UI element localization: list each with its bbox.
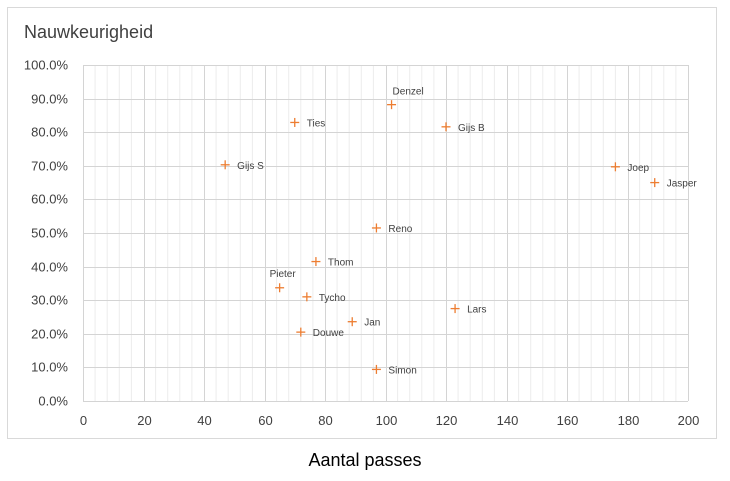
y-tick-label: 50.0% — [31, 226, 68, 241]
data-point: Lars — [450, 304, 487, 316]
y-tick-label: 90.0% — [31, 92, 68, 107]
data-point: Reno — [371, 223, 413, 235]
y-tick-label: 60.0% — [31, 192, 68, 207]
x-tick-label: 60 — [258, 413, 272, 428]
data-point: Gijs S — [220, 160, 264, 172]
x-tick-label: 200 — [678, 413, 700, 428]
data-point: Douwe — [296, 327, 345, 339]
y-axis-tick-labels: 0.0% 10.0% 20.0% 30.0% 40.0% 50.0% 60.0% 70.0% 8… — [24, 58, 69, 409]
data-label: Jasper — [667, 179, 698, 190]
data-point: Joep — [610, 162, 650, 174]
data-point: Thom — [311, 257, 353, 269]
y-tick-label: 10.0% — [31, 360, 68, 375]
x-tick-label: 0 — [80, 413, 87, 428]
data-label: Simon — [388, 365, 416, 376]
data-label: Jan — [364, 318, 380, 329]
y-tick-label: 70.0% — [31, 159, 68, 174]
data-label: Thom — [328, 258, 354, 269]
x-tick-label: 40 — [197, 413, 211, 428]
data-label: Joep — [627, 163, 649, 174]
data-point: Tycho — [302, 292, 346, 304]
x-tick-label: 20 — [137, 413, 151, 428]
data-point: Jan — [347, 317, 380, 329]
data-point: Simon — [371, 364, 417, 376]
x-tick-label: 100 — [376, 413, 398, 428]
data-point: Pieter — [270, 269, 297, 293]
data-label: Tycho — [319, 293, 346, 304]
x-tick-label: 120 — [436, 413, 458, 428]
data-point: Gijs B — [441, 122, 485, 134]
x-axis-title: Aantal passes — [308, 450, 422, 470]
chart-title: Nauwkeurigheid — [24, 22, 154, 42]
data-point: Ties — [290, 117, 326, 129]
data-label: Reno — [388, 224, 412, 235]
x-tick-label: 80 — [318, 413, 332, 428]
x-tick-label: 160 — [557, 413, 579, 428]
y-tick-label: 80.0% — [31, 125, 68, 140]
major-gridlines — [83, 65, 689, 402]
y-tick-label: 20.0% — [31, 327, 68, 342]
data-label: Gijs S — [237, 161, 264, 172]
y-tick-label: 40.0% — [31, 260, 68, 275]
data-label: Gijs B — [458, 123, 485, 134]
data-label: Ties — [307, 118, 326, 129]
data-points: Denzel Ties Gijs B Gijs S Joep Jasper Reno Thom… — [220, 87, 697, 376]
x-axis-tick-labels: 0 20 40 60 80 100 120 140 160 180 200 — [80, 413, 699, 428]
x-tick-label: 140 — [497, 413, 519, 428]
data-label: Lars — [467, 305, 486, 316]
data-label: Pieter — [270, 269, 297, 280]
y-tick-label: 0.0% — [38, 394, 68, 409]
y-tick-label: 100.0% — [24, 58, 69, 73]
data-point: Denzel — [387, 87, 424, 110]
data-point: Jasper — [650, 178, 697, 190]
data-label: Douwe — [313, 328, 345, 339]
x-tick-label: 180 — [618, 413, 640, 428]
y-tick-label: 30.0% — [31, 293, 68, 308]
data-label: Denzel — [393, 87, 424, 98]
